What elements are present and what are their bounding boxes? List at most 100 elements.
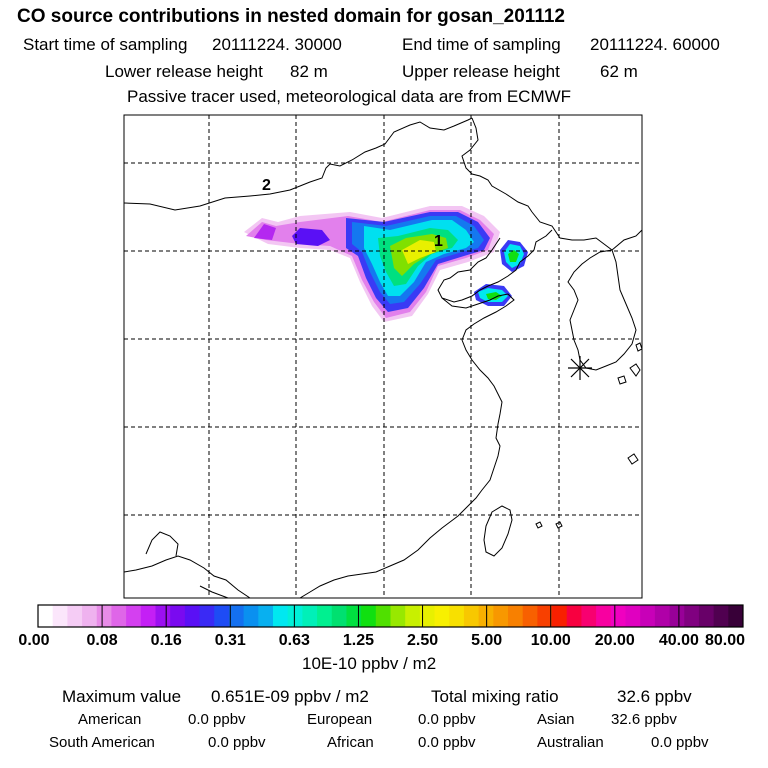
colorbar-cell [449, 605, 465, 627]
border-northeast [461, 117, 533, 213]
island-6 [535, 521, 543, 529]
colorbar-cell [566, 605, 582, 627]
colorbar-tick-label: 5.00 [471, 632, 502, 649]
colorbar-cells [37, 604, 744, 628]
colorbar-cell [140, 605, 156, 627]
island-4 [635, 342, 642, 352]
region-name-american: American [78, 711, 142, 728]
colorbar-cell [640, 605, 656, 627]
colorbar-cell [625, 605, 641, 627]
coast-shandong [441, 293, 515, 341]
receptor-asterisk-marker [568, 356, 592, 380]
colorbar-cell [38, 605, 54, 627]
colorbar-cell [155, 605, 171, 627]
colorbar-tick-label: 0.00 [18, 632, 49, 649]
colorbar-tick-label: 1.25 [343, 632, 374, 649]
colorbar-cell [375, 605, 391, 627]
coast-liaodong [519, 229, 553, 263]
plume-blob-south-core [486, 292, 502, 300]
colorbar-cell [684, 605, 700, 627]
lat-lon-grid [124, 115, 642, 598]
colorbar-cell [434, 605, 450, 627]
colorbar-cell [522, 605, 538, 627]
colorbar-tick-label: 2.50 [407, 632, 438, 649]
border-china-korea [531, 211, 613, 251]
colorbar-cell [552, 605, 568, 627]
plume-level-violet-west [292, 228, 330, 246]
colorbar-cell [654, 605, 671, 627]
region-name-asian: Asian [537, 711, 575, 728]
region-value-american: 0.0 ppbv [188, 711, 246, 728]
lower-height-label: Lower release height [105, 62, 263, 81]
colorbar-cell [214, 605, 230, 627]
colorbar-tick-label: 10.00 [531, 632, 571, 649]
colorbar-cell [728, 605, 744, 627]
region-value-australian: 0.0 ppbv [651, 734, 709, 751]
colorbar-cell [537, 605, 553, 627]
concentration-plume [244, 206, 528, 322]
colorbar-cell [67, 605, 83, 627]
upper-height-value: 62 m [600, 62, 638, 81]
upper-height-label: Upper release height [402, 62, 560, 81]
coastlines [124, 117, 642, 598]
colorbar-tick-label: 40.00 [659, 632, 699, 649]
colorbar-cell [508, 605, 524, 627]
coast-korea-ne [611, 229, 642, 251]
region-value-european: 0.0 ppbv [418, 711, 476, 728]
lower-height-value: 82 m [290, 62, 328, 81]
colorbar-cell [669, 605, 685, 627]
tracer-note: Passive tracer used, meteorological data… [127, 87, 572, 106]
border-mongolia [124, 117, 473, 211]
total-mixing-label: Total mixing ratio [431, 687, 559, 706]
colorbar-cell [273, 605, 289, 627]
colorbar-cell [111, 605, 127, 627]
colorbar-unit: 10E-10 ppbv / m2 [302, 654, 437, 673]
colorbar-cell [698, 605, 715, 627]
colorbar-cell [390, 605, 406, 627]
colorbar-cell [713, 605, 729, 627]
colorbar-cell [184, 605, 201, 627]
island-1 [629, 363, 641, 377]
colorbar-cell [493, 605, 509, 627]
region-label-1: 1 [434, 233, 443, 250]
coast-taiwan [483, 505, 513, 557]
colorbar-cell [361, 605, 377, 627]
region-value-african: 0.0 ppbv [418, 734, 476, 751]
border-inland-2 [199, 585, 229, 598]
start-time-label: Start time of sampling [23, 35, 188, 54]
end-time-value: 20111224. 60000 [590, 35, 720, 54]
colorbar-cell [346, 605, 362, 627]
colorbar-cell [317, 605, 333, 627]
colorbar-cell [287, 605, 303, 627]
max-value-label: Maximum value [62, 687, 182, 706]
plume-blob-east-core [508, 250, 519, 262]
colorbar-cell [258, 605, 274, 627]
island-3 [617, 375, 627, 385]
colorbar-frame [37, 604, 744, 628]
colorbar-cell [302, 605, 318, 627]
total-mixing-value: 32.6 ppbv [617, 687, 692, 706]
region-value-asian: 32.6 ppbv [611, 711, 677, 728]
border-inland-1 [145, 531, 179, 557]
colorbar-cell [126, 605, 142, 627]
colorbar-cell [52, 605, 68, 627]
colorbar-cell [199, 605, 215, 627]
colorbar-tick-label: 0.31 [215, 632, 246, 649]
region-label-2: 2 [262, 177, 271, 194]
plot-title: CO source contributions in nested domain… [17, 6, 565, 27]
map-frame [123, 114, 643, 599]
colorbar-cell [596, 605, 612, 627]
max-value: 0.651E-09 ppbv / m2 [211, 687, 369, 706]
colorbar-cell [419, 605, 436, 627]
border-southwest [124, 555, 251, 598]
region-value-south-american: 0.0 ppbv [208, 734, 266, 751]
colorbar-cell [243, 605, 259, 627]
plume-level-purple-west [254, 224, 276, 240]
coast-east-china [299, 339, 503, 598]
region-name-south-american: South American [49, 734, 155, 751]
colorbar-cell [331, 605, 347, 627]
colorbar-cell [82, 605, 98, 627]
start-time-value: 20111224. 30000 [212, 35, 342, 54]
